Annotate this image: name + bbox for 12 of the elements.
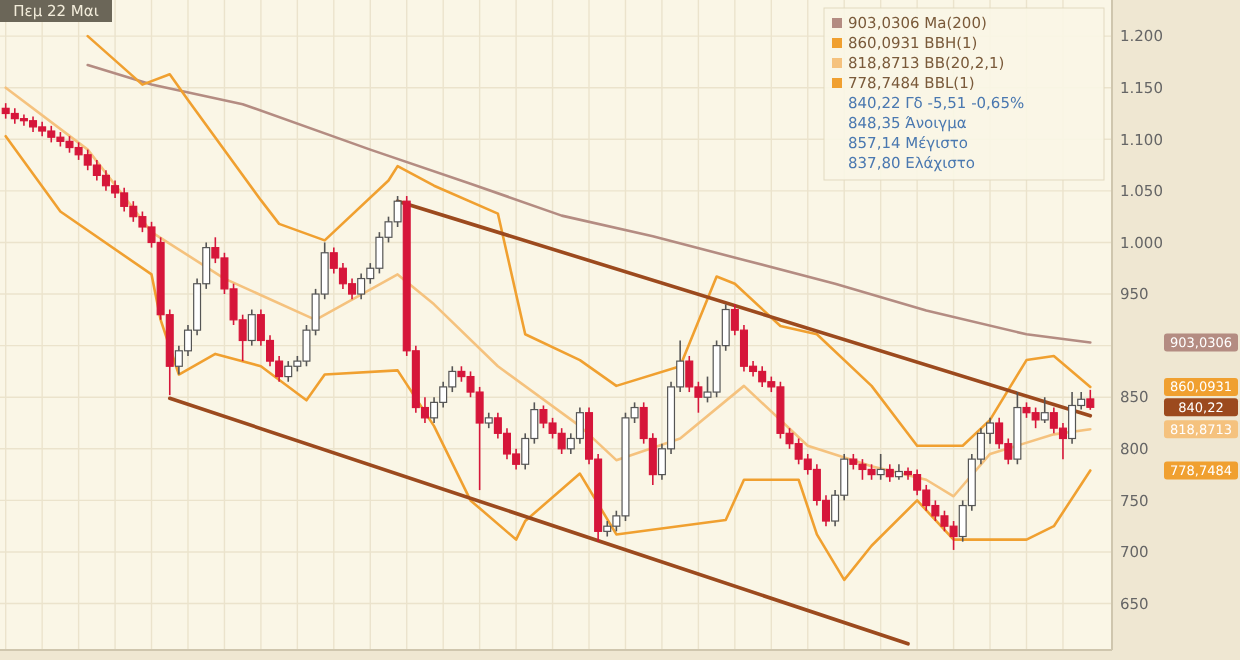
candlestick bbox=[357, 272, 366, 301]
candlestick bbox=[1068, 391, 1077, 445]
candlestick bbox=[685, 355, 694, 393]
line-series bbox=[86, 34, 1092, 448]
line-series bbox=[4, 86, 1092, 498]
candlestick bbox=[1040, 396, 1049, 424]
candlestick bbox=[1086, 389, 1095, 411]
candlestick bbox=[247, 308, 256, 347]
candlestick bbox=[284, 360, 293, 383]
candlestick bbox=[575, 406, 584, 445]
line-series bbox=[4, 134, 1092, 582]
candlestick bbox=[876, 453, 885, 481]
